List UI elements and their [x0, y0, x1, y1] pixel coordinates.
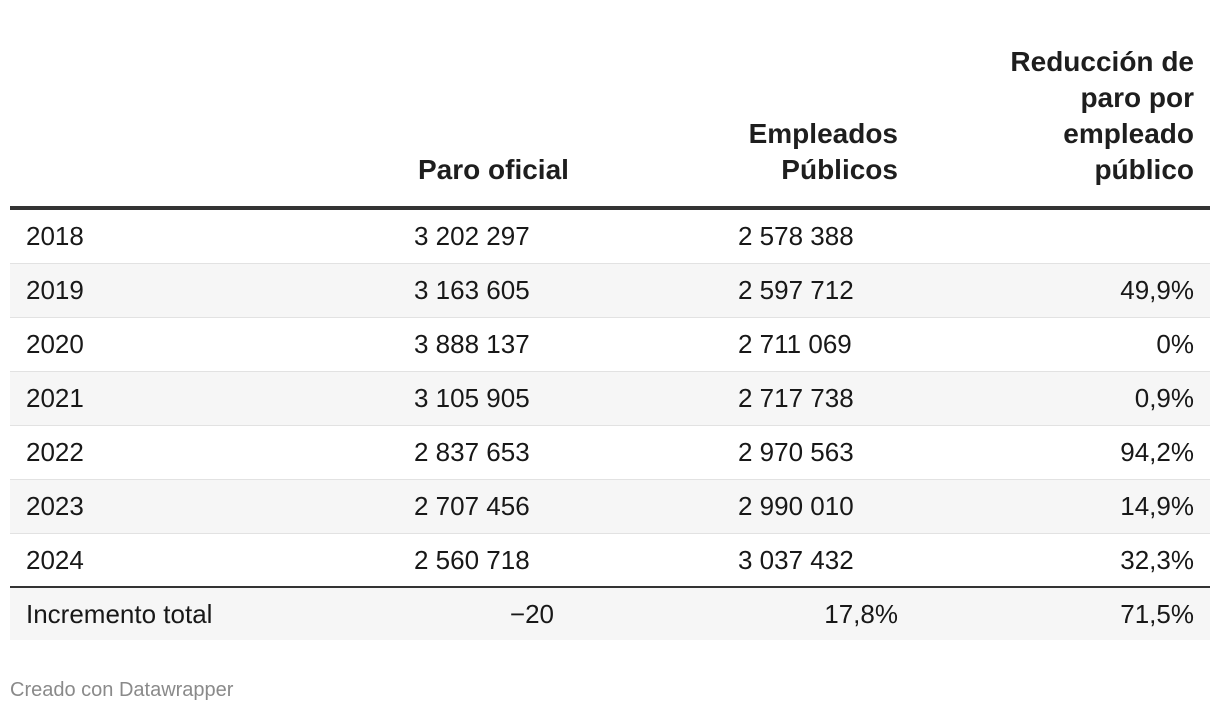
cell-paro: 2 707 456: [414, 491, 530, 521]
data-table: Paro oficial Empleados Públicos Reducció…: [10, 0, 1210, 640]
cell-paro: 3 105 905: [414, 383, 530, 413]
header-reduccion-line: empleado: [1063, 118, 1194, 149]
cell-paro: 2 837 653: [414, 437, 530, 467]
table-row: 2023 2 707 456 2 990 010 14,9%: [10, 480, 1210, 534]
cell-empleados: 3 037 432: [738, 545, 854, 575]
header-empleados-line: Públicos: [781, 154, 898, 185]
cell-empleados: 2 717 738: [738, 383, 854, 413]
cell-reduccion: 0%: [1156, 329, 1194, 359]
cell-total-label: Incremento total: [26, 599, 213, 629]
cell-empleados: 2 578 388: [738, 221, 854, 251]
header-empleados-line: Empleados: [748, 118, 898, 149]
table-row: 2019 3 163 605 2 597 712 49,9%: [10, 264, 1210, 318]
cell-total-reduccion: 71,5%: [1120, 599, 1194, 629]
cell-reduccion: 14,9%: [1120, 491, 1194, 521]
footer-credit: Creado con Datawrapper: [10, 679, 234, 701]
table-row: 2022 2 837 653 2 970 563 94,2%: [10, 426, 1210, 480]
cell-paro: 2 560 718: [414, 545, 530, 575]
table-row: 2020 3 888 137 2 711 069 0%: [10, 318, 1210, 372]
table-row: 2018 3 202 297 2 578 388: [10, 210, 1210, 264]
cell-empleados: 2 711 069: [738, 329, 852, 359]
cell-total-paro: −20: [509, 599, 554, 629]
header-empleados-publicos: Empleados Públicos: [749, 116, 898, 188]
cell-reduccion: 94,2%: [1120, 437, 1194, 467]
table-row: 2021 3 105 905 2 717 738 0,9%: [10, 372, 1210, 426]
cell-year: 2021: [26, 383, 84, 413]
header-paro-line: Paro oficial: [418, 154, 569, 185]
cell-reduccion: 32,3%: [1120, 545, 1194, 575]
cell-empleados: 2 597 712: [738, 275, 854, 305]
header-reduccion-line: público: [1094, 154, 1194, 185]
cell-total-empleados: 17,8%: [824, 599, 898, 629]
header-reduccion-line: paro por: [1080, 82, 1194, 113]
cell-reduccion: 49,9%: [1120, 275, 1194, 305]
header-reduccion-line: Reducción de: [1010, 46, 1194, 77]
table-total-row: Incremento total −20 17,8% 71,5%: [10, 588, 1210, 640]
table-header: Paro oficial Empleados Públicos Reducció…: [10, 0, 1210, 210]
cell-empleados: 2 970 563: [738, 437, 854, 467]
cell-year: 2023: [26, 491, 84, 521]
cell-paro: 3 163 605: [414, 275, 530, 305]
header-paro-oficial: Paro oficial: [418, 152, 569, 188]
cell-empleados: 2 990 010: [738, 491, 854, 521]
header-reduccion: Reducción de paro por empleado público: [1010, 44, 1194, 188]
cell-year: 2018: [26, 221, 84, 251]
cell-reduccion: 0,9%: [1134, 383, 1194, 413]
cell-year: 2020: [26, 329, 84, 359]
cell-year: 2022: [26, 437, 84, 467]
cell-paro: 3 888 137: [414, 329, 530, 359]
cell-paro: 3 202 297: [414, 221, 530, 251]
cell-year: 2019: [26, 275, 84, 305]
cell-year: 2024: [26, 545, 84, 575]
table-row: 2024 2 560 718 3 037 432 32,3%: [10, 534, 1210, 588]
